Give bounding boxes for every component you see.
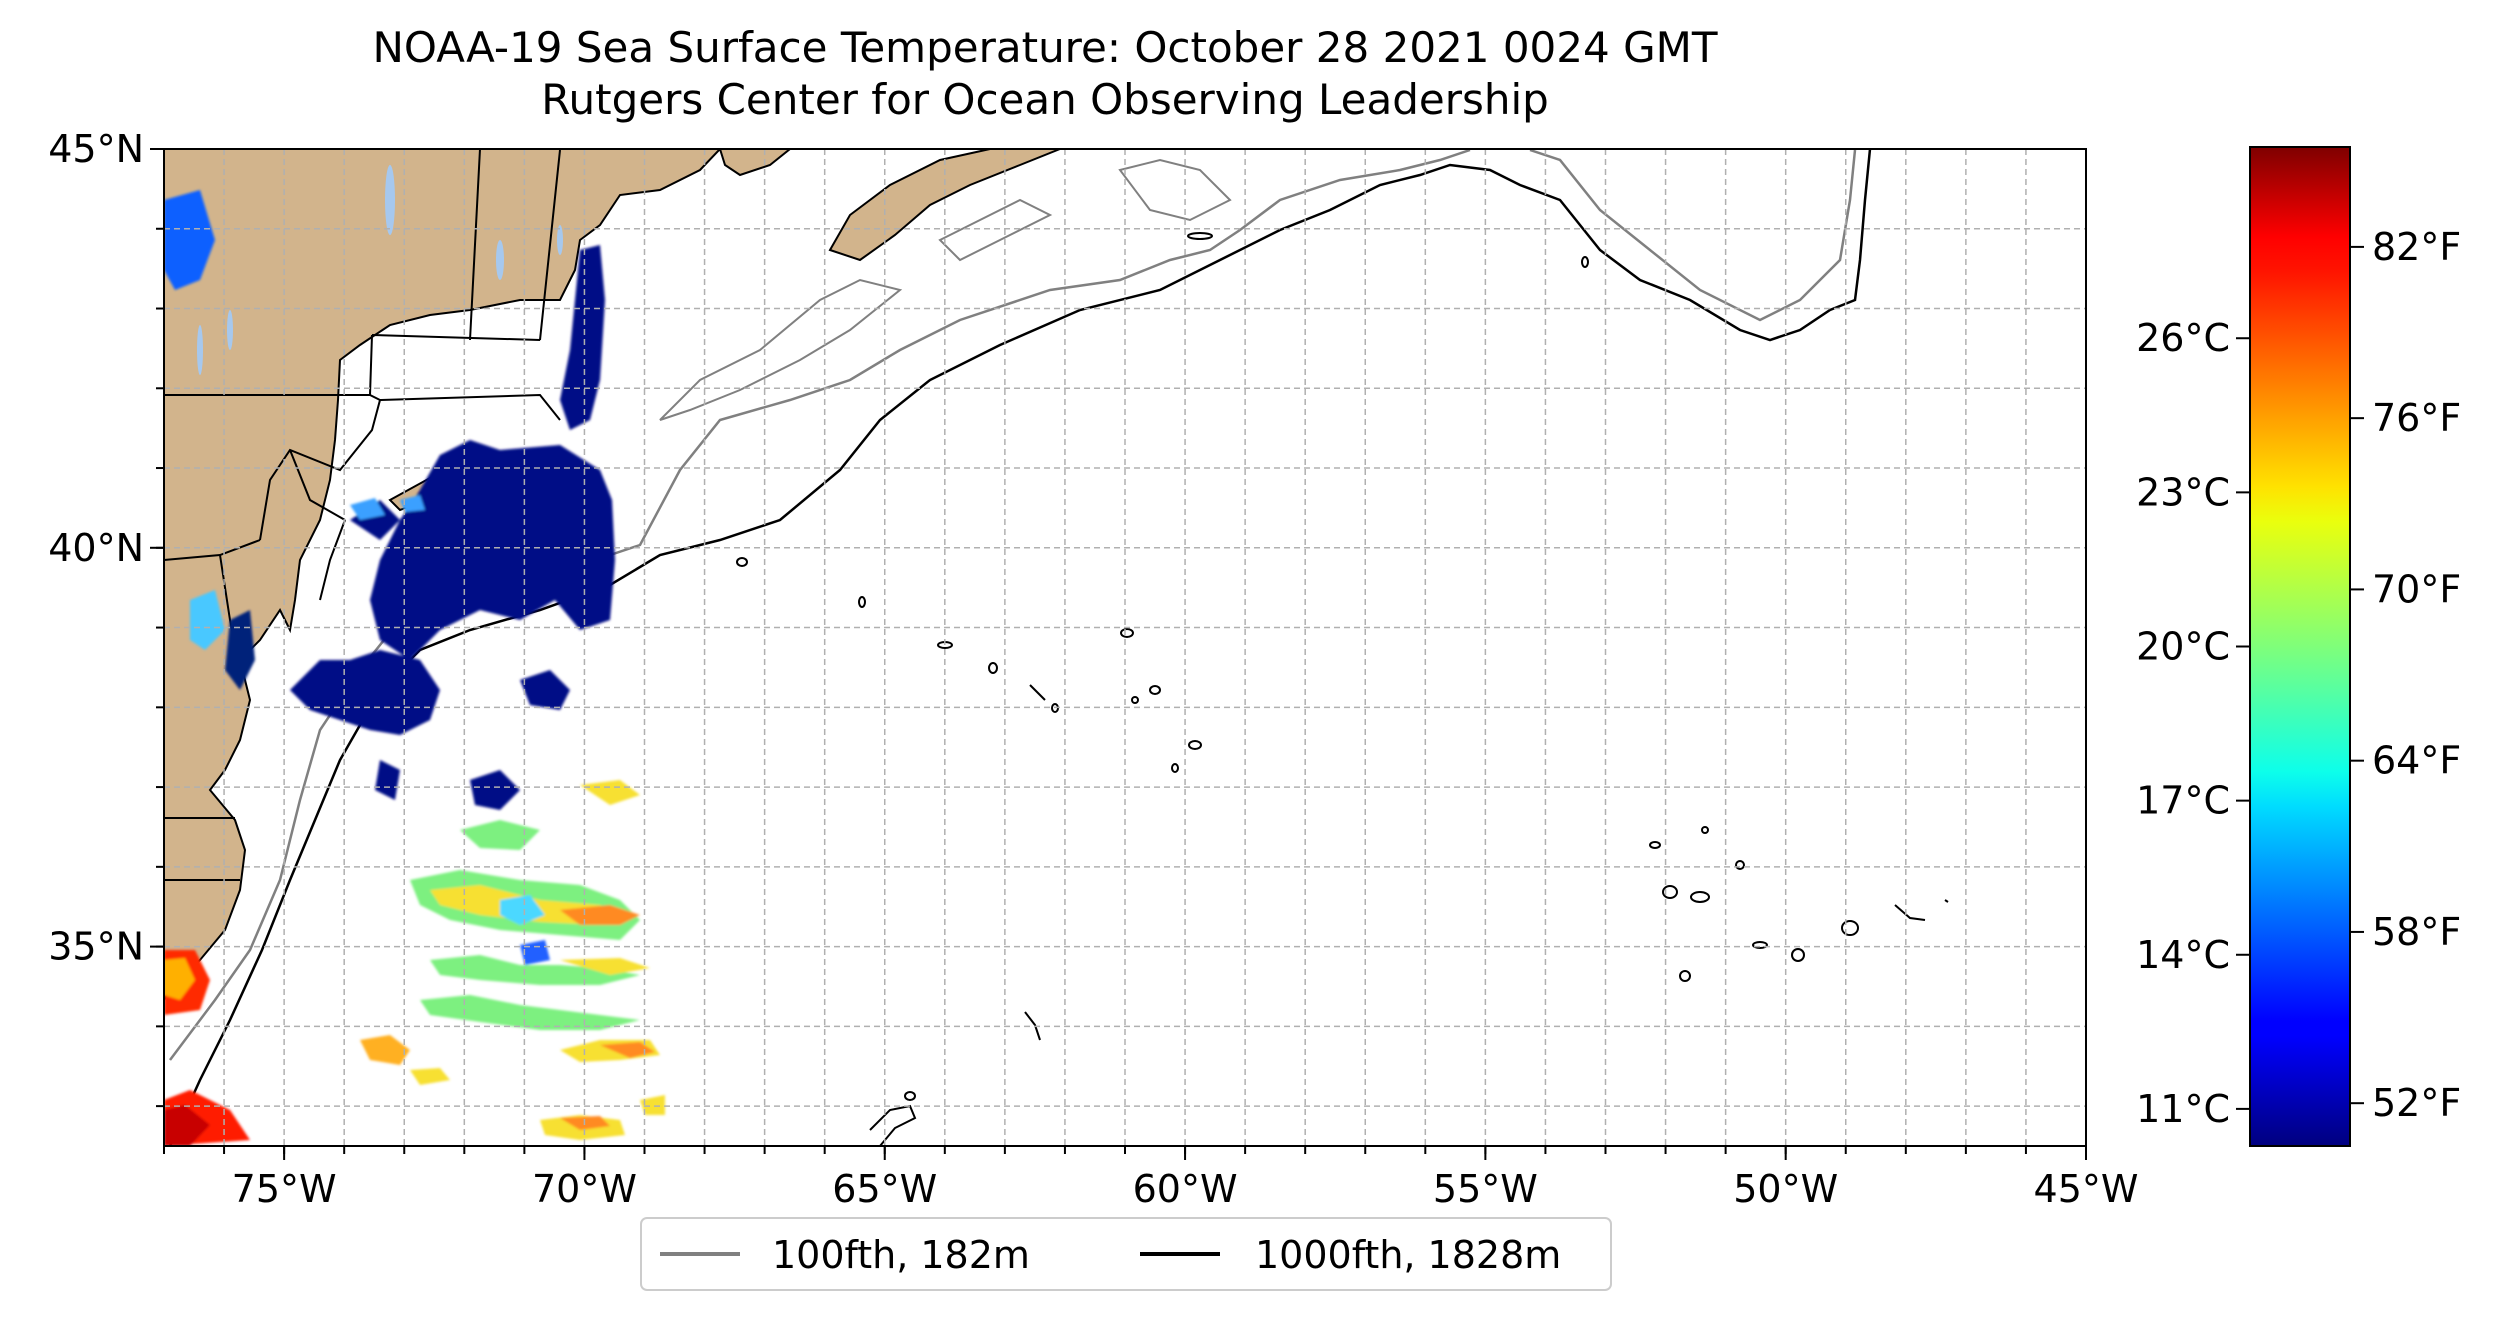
colorbar-celsius-axis: 11°C 14°C 17°C 20°C 23°C 26°C — [2136, 316, 2250, 1131]
sst-data-layer — [164, 190, 665, 1146]
seamounts — [736, 232, 1949, 1146]
lon-tick-label: 50°W — [1733, 1167, 1838, 1211]
latitude-axis: 35°N 40°N 45°N — [48, 127, 164, 1108]
lat-tick-label: 35°N — [48, 925, 144, 969]
lon-tick-label: 65°W — [832, 1167, 937, 1211]
colorbar: 11°C 14°C 17°C 20°C 23°C 26°C 52°F 58°F 64°F 70°… — [2136, 146, 2461, 1147]
chart-title: NOAA-19 Sea Surface Temperature: October… — [0, 22, 2090, 126]
land-new-brunswick-edge — [718, 149, 792, 177]
gridlines — [164, 149, 2086, 1146]
lon-tick-label: 60°W — [1133, 1167, 1238, 1211]
lon-tick-label: 75°W — [232, 1167, 337, 1211]
lon-tick-label: 70°W — [532, 1167, 637, 1211]
lon-tick-label: 55°W — [1433, 1167, 1538, 1211]
colorbar-gradient — [2249, 146, 2351, 1147]
celsius-tick-label: 11°C — [2136, 1087, 2230, 1131]
fahrenheit-tick-label: 64°F — [2372, 739, 2461, 783]
fahrenheit-tick-label: 58°F — [2372, 910, 2461, 954]
celsius-tick-label: 17°C — [2136, 779, 2230, 823]
title-line-1: NOAA-19 Sea Surface Temperature: October… — [372, 23, 1718, 72]
celsius-tick-label: 26°C — [2136, 316, 2230, 360]
legend: 100fth, 182m 1000fth, 1828m — [640, 1217, 1612, 1291]
longitude-axis: 75°W 70°W 65°W 60°W 55°W 50°W 45°W — [163, 1146, 2139, 1211]
celsius-tick-label: 14°C — [2136, 933, 2230, 977]
colorbar-fahrenheit-axis: 52°F 58°F 64°F 70°F 76°F 82°F — [2350, 225, 2461, 1125]
land-us-east-coast — [164, 149, 722, 1002]
state-borders — [164, 149, 561, 881]
land-nova-scotia — [828, 149, 1061, 262]
fahrenheit-tick-label: 76°F — [2372, 396, 2461, 440]
legend-box — [640, 1217, 1612, 1291]
legend-label-100fth: 100fth, 182m — [772, 1233, 1030, 1277]
lakes — [197, 165, 563, 375]
celsius-tick-label: 20°C — [2136, 625, 2230, 669]
lat-tick-label: 45°N — [48, 127, 144, 171]
celsius-tick-label: 23°C — [2136, 470, 2230, 514]
lon-tick-label: 45°W — [2034, 1167, 2139, 1211]
legend-label-1000fth: 1000fth, 1828m — [1255, 1233, 1561, 1277]
fahrenheit-tick-label: 52°F — [2372, 1081, 2461, 1125]
fahrenheit-tick-label: 82°F — [2372, 225, 2461, 269]
lat-tick-label: 40°N — [48, 526, 144, 570]
title-line-2: Rutgers Center for Ocean Observing Leade… — [541, 75, 1549, 124]
fahrenheit-tick-label: 70°F — [2372, 567, 2461, 611]
isobath-100fth-banks — [659, 158, 1232, 421]
